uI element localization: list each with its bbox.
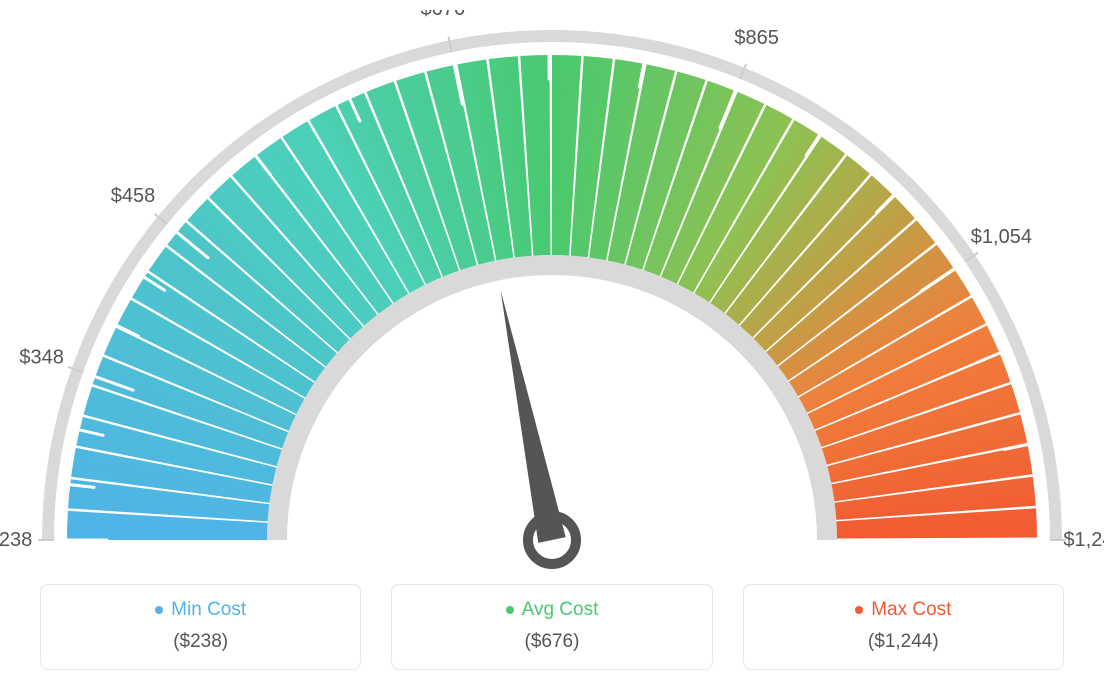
legend-card-avg: Avg Cost ($676) [391, 584, 712, 670]
svg-text:$458: $458 [111, 185, 156, 207]
legend-title-label: Max Cost [871, 599, 951, 621]
legend-title-label: Min Cost [171, 599, 246, 621]
dot-icon [155, 606, 163, 614]
dot-icon [506, 606, 514, 614]
svg-text:$348: $348 [19, 346, 64, 368]
legend-title-min: Min Cost [155, 599, 246, 621]
legend-title-label: Avg Cost [522, 599, 599, 621]
svg-text:$865: $865 [734, 27, 779, 49]
dot-icon [855, 606, 863, 614]
svg-text:$1,054: $1,054 [971, 226, 1032, 248]
legend-title-avg: Avg Cost [506, 599, 599, 621]
svg-text:$676: $676 [420, 10, 465, 20]
legend-value-max: ($1,244) [754, 631, 1053, 653]
legend-card-min: Min Cost ($238) [40, 584, 361, 670]
legend-value-min: ($238) [51, 631, 350, 653]
legend-title-max: Max Cost [855, 599, 951, 621]
gauge-svg: $238 $348 $458 $676 $865 $1,054 $1,244 [0, 10, 1104, 570]
svg-text:$238: $238 [0, 529, 32, 551]
legend-value-avg: ($676) [402, 631, 701, 653]
legend-card-max: Max Cost ($1,244) [743, 584, 1064, 670]
gauge-chart: $238 $348 $458 $676 $865 $1,054 $1,244 [0, 10, 1104, 570]
legend-row: Min Cost ($238) Avg Cost ($676) Max Cost… [40, 584, 1064, 670]
svg-text:$1,244: $1,244 [1063, 529, 1104, 551]
